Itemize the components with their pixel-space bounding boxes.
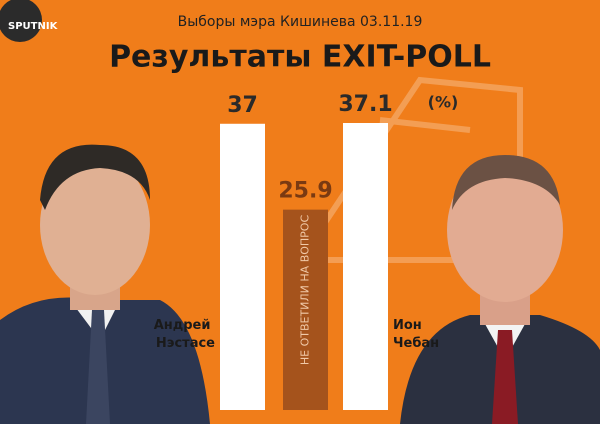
value-label: 37 — [227, 93, 258, 118]
bar — [220, 123, 265, 410]
category-label-line: Чебан — [393, 336, 439, 351]
value-label: 25.9 — [278, 179, 332, 204]
category-label-line: Ион — [393, 318, 426, 333]
chart-title: Результаты EXIT-POLL — [109, 40, 491, 75]
chart-subtitle: Выборы мэра Кишинева 03.11.19 — [178, 14, 423, 30]
bar — [283, 209, 328, 410]
category-label-line: Нэстасе — [156, 336, 215, 351]
value-label: 37.1 — [338, 92, 392, 117]
bar — [343, 123, 388, 410]
logo-text: SPUTNIK — [8, 21, 59, 32]
unit-label: (%) — [428, 93, 459, 112]
category-label: Ион Чебан — [393, 318, 439, 351]
category-label: Андрей Нэстасе — [154, 318, 215, 351]
category-label-line: Андрей — [154, 318, 215, 333]
person-left — [0, 144, 210, 424]
logo: SPUTNIK — [0, 0, 59, 42]
category-label: НЕ ОТВЕТИЛИ НА ВОПРОС — [299, 215, 312, 366]
person-right — [400, 155, 600, 424]
